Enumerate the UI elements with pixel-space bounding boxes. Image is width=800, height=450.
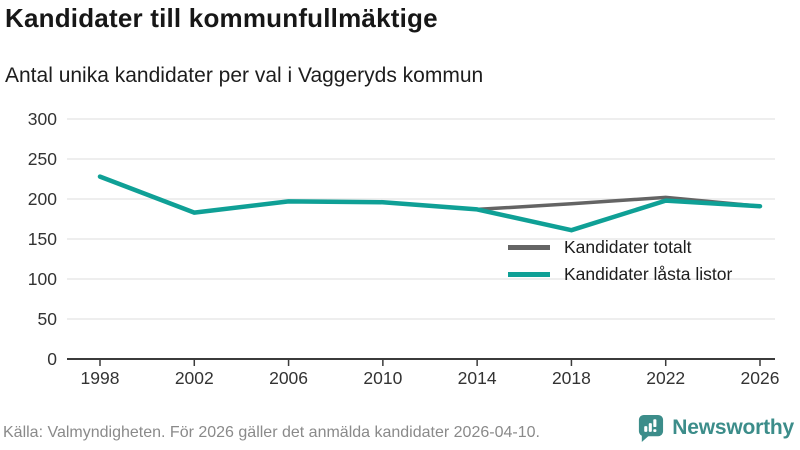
brand-name: Newsworthy [672,416,794,439]
x-axis-tick-label: 2026 [741,368,780,388]
chart-legend: Kandidater totalt Kandidater låsta listo… [508,234,732,288]
legend-item-locked-lists: Kandidater låsta listor [508,261,732,288]
legend-label-total: Kandidater totalt [564,237,692,257]
y-axis-tick-label: 50 [38,309,58,329]
chart-subtitle: Antal unika kandidater per val i Vaggery… [5,64,484,87]
y-axis-tick-label: 200 [28,189,57,209]
x-axis-tick-label: 2014 [458,368,497,388]
line-chart: 0 50 100 150 200 250 300 1998 2002 2006 2010 2014 20… [0,100,800,410]
chart-canvas: 0 50 100 150 200 250 300 1998 2002 2006 2010 2014 20… [28,109,780,388]
y-axis-tick-label: 300 [28,109,57,129]
source-note: Källa: Valmyndigheten. För 2026 gäller d… [3,424,540,441]
x-axis-tick-label: 2018 [552,368,591,388]
x-axis-tick-label: 1998 [81,368,120,388]
y-axis-tick-label: 250 [28,149,57,169]
x-axis-tick-label: 2010 [363,368,402,388]
x-axis-tick-label: 2002 [175,368,214,388]
legend-line-swatch-total [508,245,550,250]
y-axis-tick-label: 100 [28,269,57,289]
newsworthy-logo-icon [639,414,664,443]
legend-line-swatch-locked-lists [508,272,550,277]
y-axis-tick-label: 0 [47,349,57,369]
series-line-1 [97,174,763,233]
x-axis-tick-label: 2022 [646,368,685,388]
legend-label-locked-lists: Kandidater låsta listor [564,264,733,284]
legend-item-total: Kandidater totalt [508,234,732,261]
x-axis-tick-label: 2006 [269,368,308,388]
page-title: Kandidater till kommunfullmäktige [5,3,438,33]
y-axis-tick-label: 150 [28,229,57,249]
newsworthy-logo[interactable]: Newsworthy [636,413,794,443]
